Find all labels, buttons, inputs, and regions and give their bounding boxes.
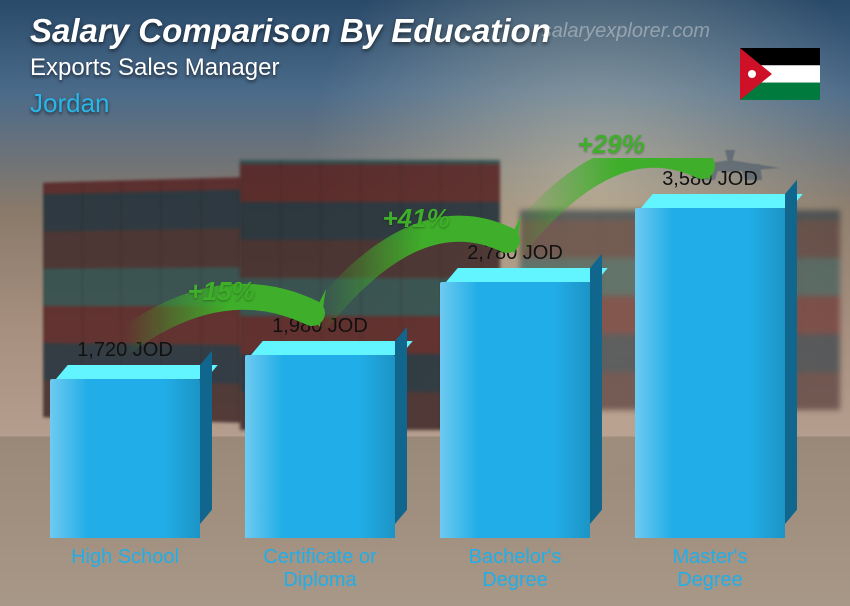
bar: 1,720 JODHigh School: [50, 379, 200, 538]
chart-subtitle: Exports Sales Manager: [30, 54, 820, 82]
bar-category: Certificate orDiploma: [245, 546, 395, 592]
bar-body: 2,780 JOD: [440, 282, 590, 538]
increase-label: +41%: [383, 203, 450, 234]
bar-body: 3,580 JOD: [635, 208, 785, 538]
bar-category: Master'sDegree: [635, 546, 785, 592]
bar-category: High School: [50, 546, 200, 569]
bar-body: 1,720 JOD: [50, 379, 200, 538]
bar-value: 2,780 JOD: [440, 242, 590, 265]
watermark: salaryexplorer.com: [542, 20, 710, 43]
bar-value: 1,980 JOD: [245, 315, 395, 338]
increase-label: +15%: [188, 276, 255, 307]
bar-value: 1,720 JOD: [50, 339, 200, 362]
flag-star: [748, 70, 756, 78]
bar-category: Bachelor'sDegree: [440, 546, 590, 592]
jordan-flag-icon: [740, 48, 820, 100]
bar: 3,580 JODMaster'sDegree: [635, 208, 785, 538]
bar: 1,980 JODCertificate orDiploma: [245, 355, 395, 538]
bar-body: 1,980 JOD: [245, 355, 395, 538]
bar: 2,780 JODBachelor'sDegree: [440, 282, 590, 538]
bar-value: 3,580 JOD: [635, 168, 785, 191]
bar-chart: 1,720 JODHigh School1,980 JODCertificate…: [30, 158, 790, 588]
country-label: Jordan: [30, 88, 820, 119]
increase-label: +29%: [578, 129, 645, 160]
